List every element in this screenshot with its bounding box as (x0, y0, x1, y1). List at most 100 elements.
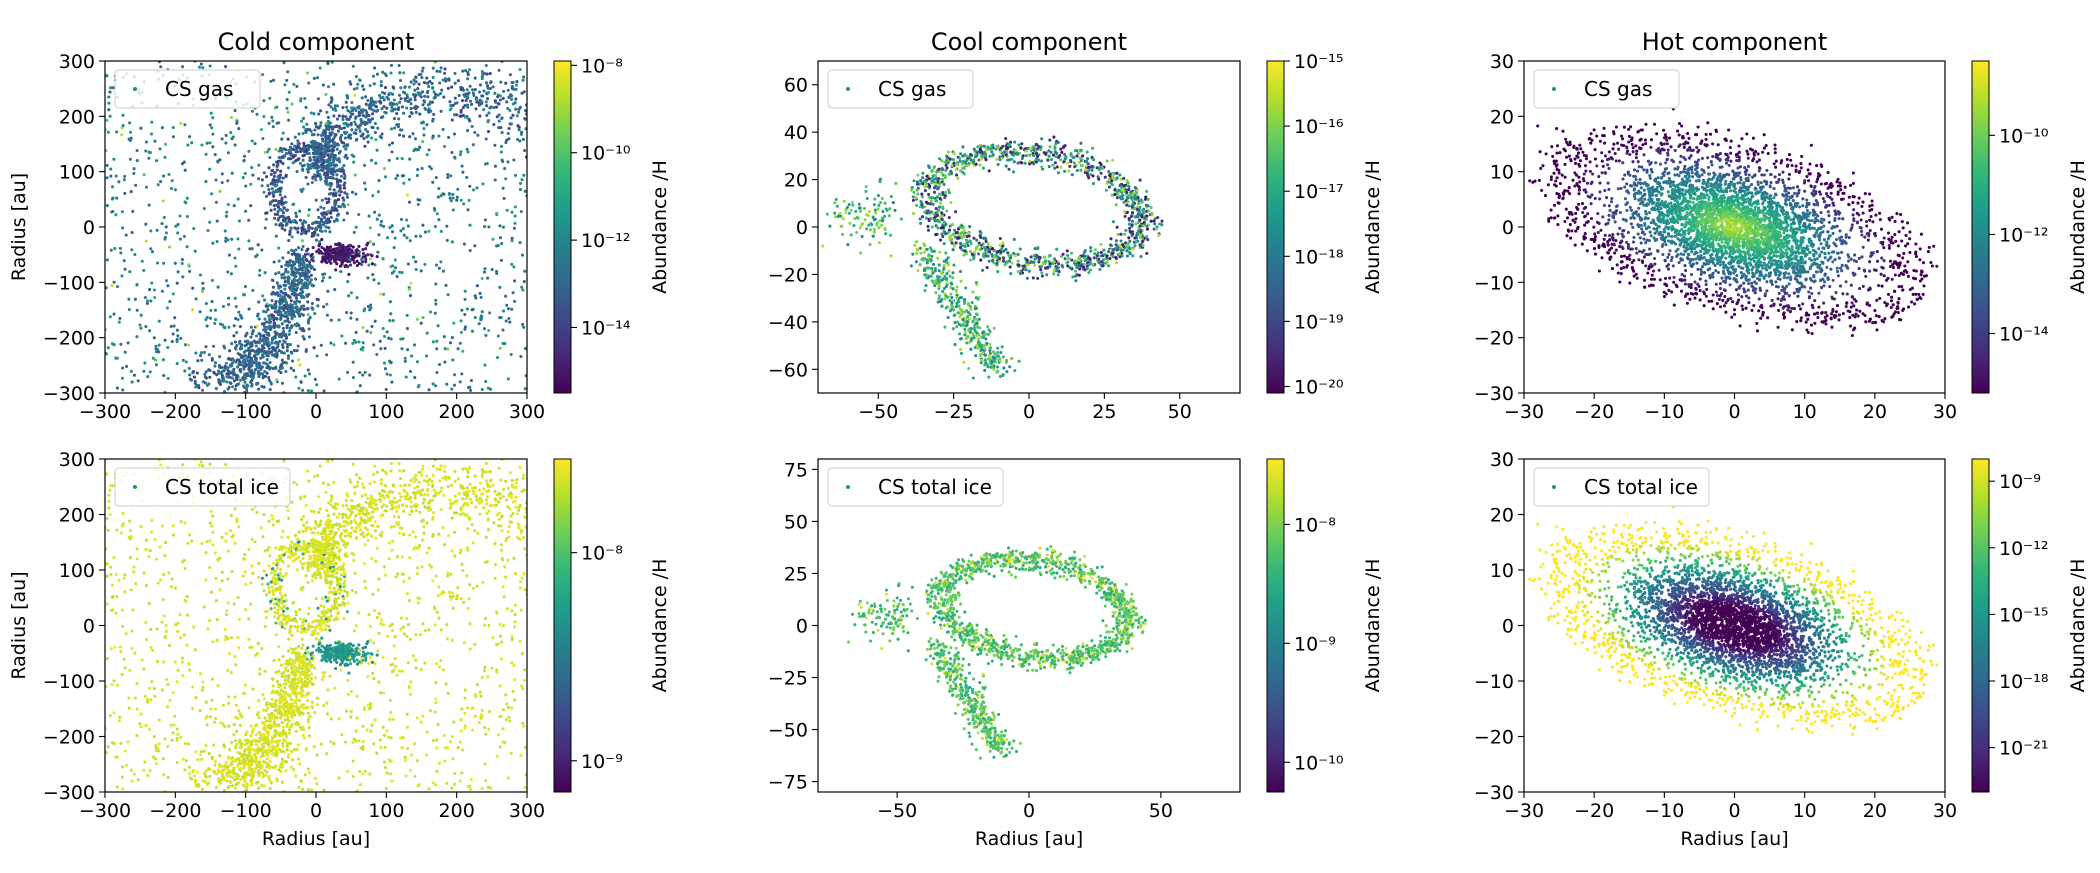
data-point (504, 177, 508, 181)
data-point (950, 222, 954, 226)
data-point (965, 154, 970, 158)
data-point (369, 303, 373, 307)
data-point (421, 120, 425, 124)
data-point (368, 308, 372, 312)
data-point (1038, 265, 1042, 269)
data-point (353, 93, 357, 97)
data-point (179, 336, 183, 340)
data-point (201, 380, 205, 384)
data-point (226, 179, 230, 183)
data-point (408, 135, 412, 139)
data-point (389, 63, 394, 67)
data-point (419, 321, 423, 325)
data-point (1019, 146, 1023, 150)
data-point (1097, 260, 1101, 265)
data-point (243, 154, 247, 158)
data-point (271, 191, 275, 195)
data-point (482, 327, 487, 331)
data-point (365, 329, 369, 333)
y-tick-label: −200 (43, 328, 95, 350)
data-point (268, 324, 272, 328)
data-point (348, 115, 353, 119)
data-point (105, 204, 109, 208)
data-point (326, 115, 330, 119)
data-point (346, 124, 350, 128)
data-point (1136, 205, 1140, 209)
data-point (204, 370, 208, 374)
data-point (451, 358, 455, 362)
data-point (155, 261, 160, 265)
data-point (1080, 163, 1084, 168)
data-point (462, 93, 466, 97)
data-point (984, 337, 988, 341)
data-point (129, 369, 133, 373)
data-point (243, 380, 247, 384)
data-point (975, 331, 979, 335)
data-point (517, 125, 521, 129)
data-point (933, 269, 937, 273)
data-point (453, 81, 457, 85)
data-point (921, 205, 925, 209)
data-point (325, 158, 329, 162)
data-point (327, 226, 331, 230)
data-point (1047, 154, 1051, 158)
data-point (282, 215, 286, 219)
data-point (346, 203, 350, 207)
data-point (234, 316, 238, 321)
data-point (413, 376, 417, 380)
data-point (1046, 158, 1050, 162)
data-point (1104, 261, 1108, 265)
data-point (354, 115, 358, 119)
data-point (208, 64, 212, 68)
data-point (972, 336, 976, 340)
data-point (944, 161, 948, 165)
data-point (410, 354, 414, 358)
data-point (835, 204, 839, 208)
data-point (958, 347, 963, 352)
data-point (237, 310, 241, 314)
data-point (952, 232, 956, 236)
data-point (211, 145, 215, 149)
data-point (510, 80, 514, 85)
data-point (1090, 263, 1095, 267)
data-point (323, 131, 327, 135)
data-point (366, 305, 370, 309)
data-point (323, 150, 327, 154)
data-point (121, 124, 125, 128)
data-point (354, 108, 358, 113)
data-point (372, 242, 376, 246)
data-point (275, 345, 279, 349)
data-point (937, 287, 941, 291)
data-point (983, 368, 987, 372)
data-point (988, 245, 993, 249)
data-point (194, 297, 198, 301)
data-point (464, 68, 468, 73)
data-point (448, 196, 452, 200)
data-point (301, 167, 305, 171)
data-point (485, 72, 489, 76)
data-point (473, 294, 477, 298)
data-point (462, 242, 466, 246)
data-point (966, 244, 970, 248)
data-point (392, 269, 396, 273)
data-point (350, 128, 354, 132)
data-point (218, 355, 222, 359)
data-point (432, 206, 436, 211)
data-point (407, 200, 412, 204)
data-point (480, 77, 484, 81)
data-point (1018, 247, 1022, 251)
data-point (878, 180, 882, 184)
data-point (201, 287, 205, 291)
data-point (329, 249, 333, 253)
data-point (345, 246, 349, 250)
data-point (185, 215, 189, 219)
data-point (263, 271, 267, 275)
data-point (121, 226, 125, 230)
data-point (304, 105, 308, 109)
data-point (262, 298, 267, 302)
data-point (171, 332, 175, 336)
data-point (910, 186, 914, 190)
data-point (348, 248, 352, 252)
data-point (486, 119, 490, 123)
data-point (312, 148, 316, 152)
